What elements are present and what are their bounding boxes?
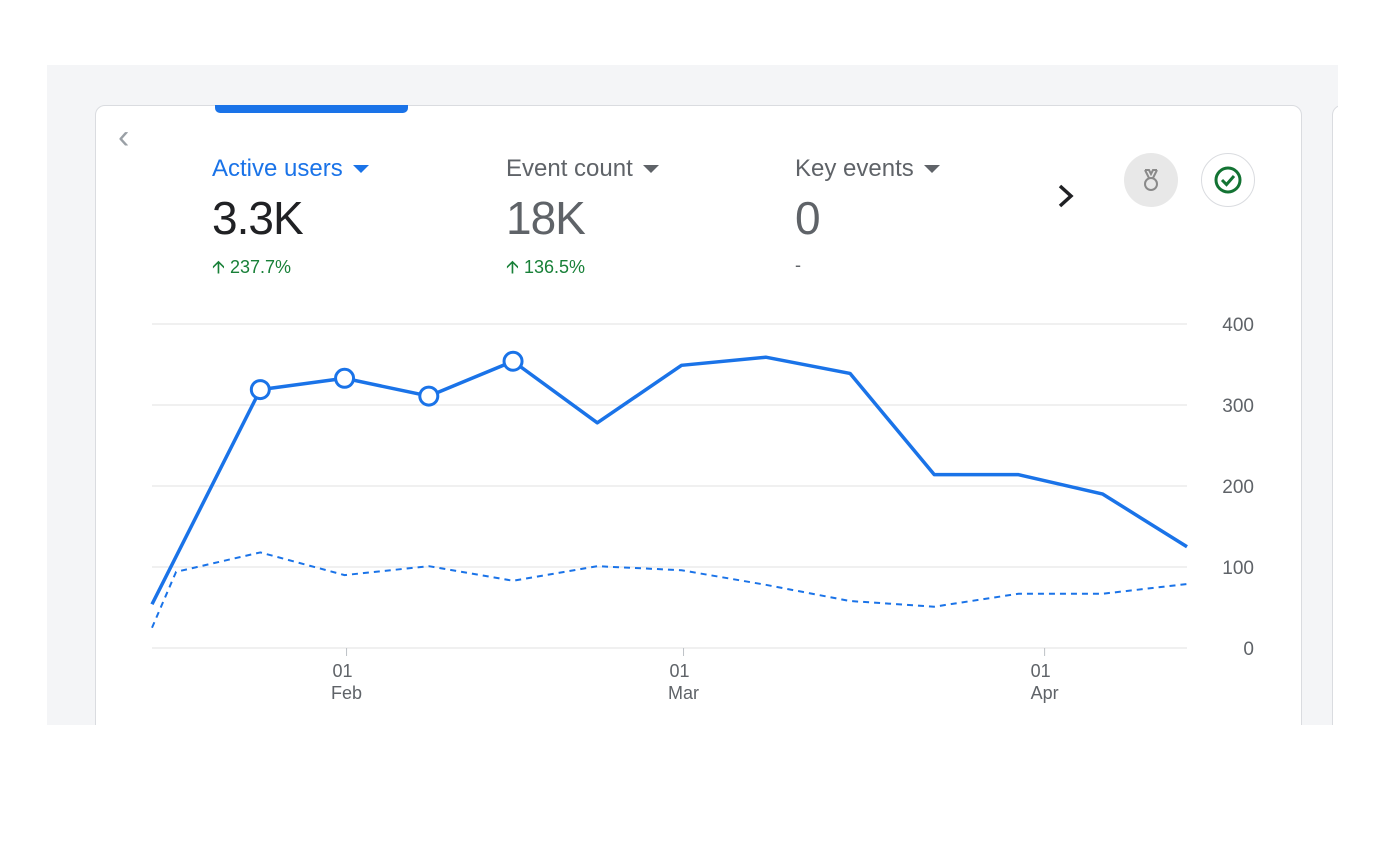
comparison-series-line <box>151 551 1188 629</box>
medal-icon[interactable] <box>1124 153 1178 207</box>
metric-label[interactable]: Key events <box>795 155 940 183</box>
y-tick-label: 400 <box>1222 315 1254 336</box>
dropdown-caret-icon[interactable] <box>642 165 659 173</box>
x-tick-day: 01 <box>1031 661 1051 681</box>
metric-active-users[interactable]: Active users 3.3K 🡩 237.7% <box>212 155 369 277</box>
metric-event-count[interactable]: Event count 18K 🡩 136.5% <box>506 155 659 277</box>
metric-label[interactable]: Event count <box>506 155 659 183</box>
dashboard-panel <box>47 65 1338 725</box>
metric-value: 3.3K <box>212 192 304 244</box>
x-tick-month: Feb <box>331 683 362 703</box>
y-tick-label: 200 <box>1222 477 1254 498</box>
chevron-left-icon[interactable]: ‹ <box>118 118 130 156</box>
metric-value: 18K <box>506 192 586 244</box>
data-point-marker <box>334 367 356 389</box>
x-tick-day: 01 <box>670 661 690 681</box>
data-point-marker <box>249 379 271 401</box>
metric-key-events[interactable]: Key events 0 - <box>795 155 940 275</box>
dropdown-caret-icon[interactable] <box>352 165 369 173</box>
metric-change: 🡩 237.7% <box>212 257 292 277</box>
metric-change: - <box>795 255 801 275</box>
arrow-up-icon: 🡩 <box>212 257 225 277</box>
x-tick-day: 01 <box>333 661 353 681</box>
x-tick-month: Apr <box>1031 683 1059 703</box>
metrics-card <box>95 105 1302 725</box>
metric-label[interactable]: Active users <box>212 155 369 183</box>
y-tick-label: 100 <box>1222 558 1254 579</box>
y-tick-label: 0 <box>1243 639 1254 660</box>
y-tick-label: 300 <box>1222 396 1254 417</box>
metric-change: 🡩 136.5% <box>506 257 586 277</box>
selected-tab-indicator <box>215 105 408 113</box>
chevron-right-icon[interactable] <box>1056 182 1076 218</box>
data-point-marker <box>418 385 440 407</box>
metric-value: 0 <box>795 192 821 244</box>
data-point-marker <box>502 350 524 372</box>
x-tick-month: Mar <box>668 683 699 703</box>
dropdown-caret-icon[interactable] <box>923 165 940 173</box>
arrow-up-icon: 🡩 <box>506 257 519 277</box>
check-circle-icon[interactable] <box>1201 153 1255 207</box>
